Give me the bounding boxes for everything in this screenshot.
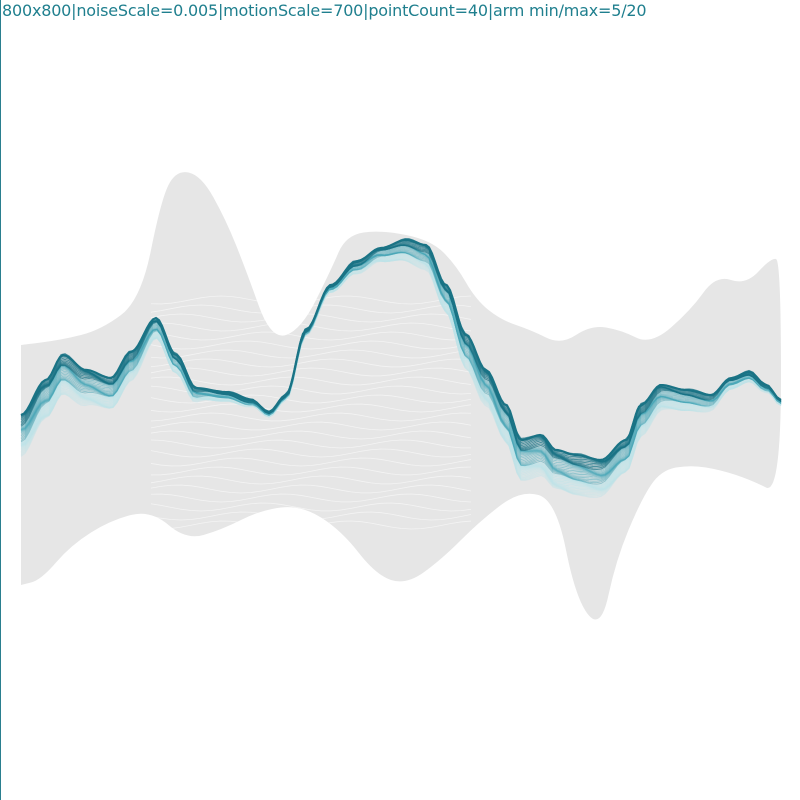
shadow-hatch-line bbox=[150, 475, 472, 485]
shadow-hatch-line bbox=[150, 403, 472, 413]
shadow-hatch-line bbox=[150, 376, 472, 386]
shadow-hatch-line bbox=[150, 493, 472, 503]
ribbon-top-edge bbox=[20, 238, 781, 462]
shadow-hatch-line bbox=[150, 421, 472, 431]
shadow-hatch-line bbox=[150, 349, 472, 359]
shadow-hatch-line bbox=[150, 466, 472, 476]
shadow-hatch-line bbox=[150, 511, 472, 521]
teal-ribbon bbox=[20, 238, 782, 498]
shadow-hatch-line bbox=[150, 412, 472, 422]
shadow-band-shape bbox=[21, 172, 781, 620]
gray-shadow-band bbox=[21, 172, 781, 620]
shadow-hatch-line bbox=[150, 430, 472, 440]
shadow-hatch-line bbox=[150, 502, 472, 512]
shadow-hatch-line bbox=[150, 484, 472, 494]
shadow-hatch-line bbox=[150, 367, 472, 377]
shadow-hatch-line bbox=[150, 394, 472, 404]
parameter-caption: 800x800|noiseScale=0.005|motionScale=700… bbox=[2, 1, 647, 20]
shadow-hatch-line bbox=[150, 358, 472, 368]
shadow-hatch-line bbox=[150, 295, 472, 305]
shadow-hatch-line bbox=[150, 340, 472, 350]
shadow-hatch-line bbox=[150, 313, 472, 323]
shadow-hatch-line bbox=[150, 520, 472, 530]
shadow-hatch-line bbox=[150, 457, 472, 467]
shadow-hatch-line bbox=[150, 331, 472, 341]
shadow-hatch-line bbox=[150, 439, 472, 449]
shadow-hatch-line bbox=[150, 448, 472, 458]
shadow-hatch-line bbox=[150, 304, 472, 314]
